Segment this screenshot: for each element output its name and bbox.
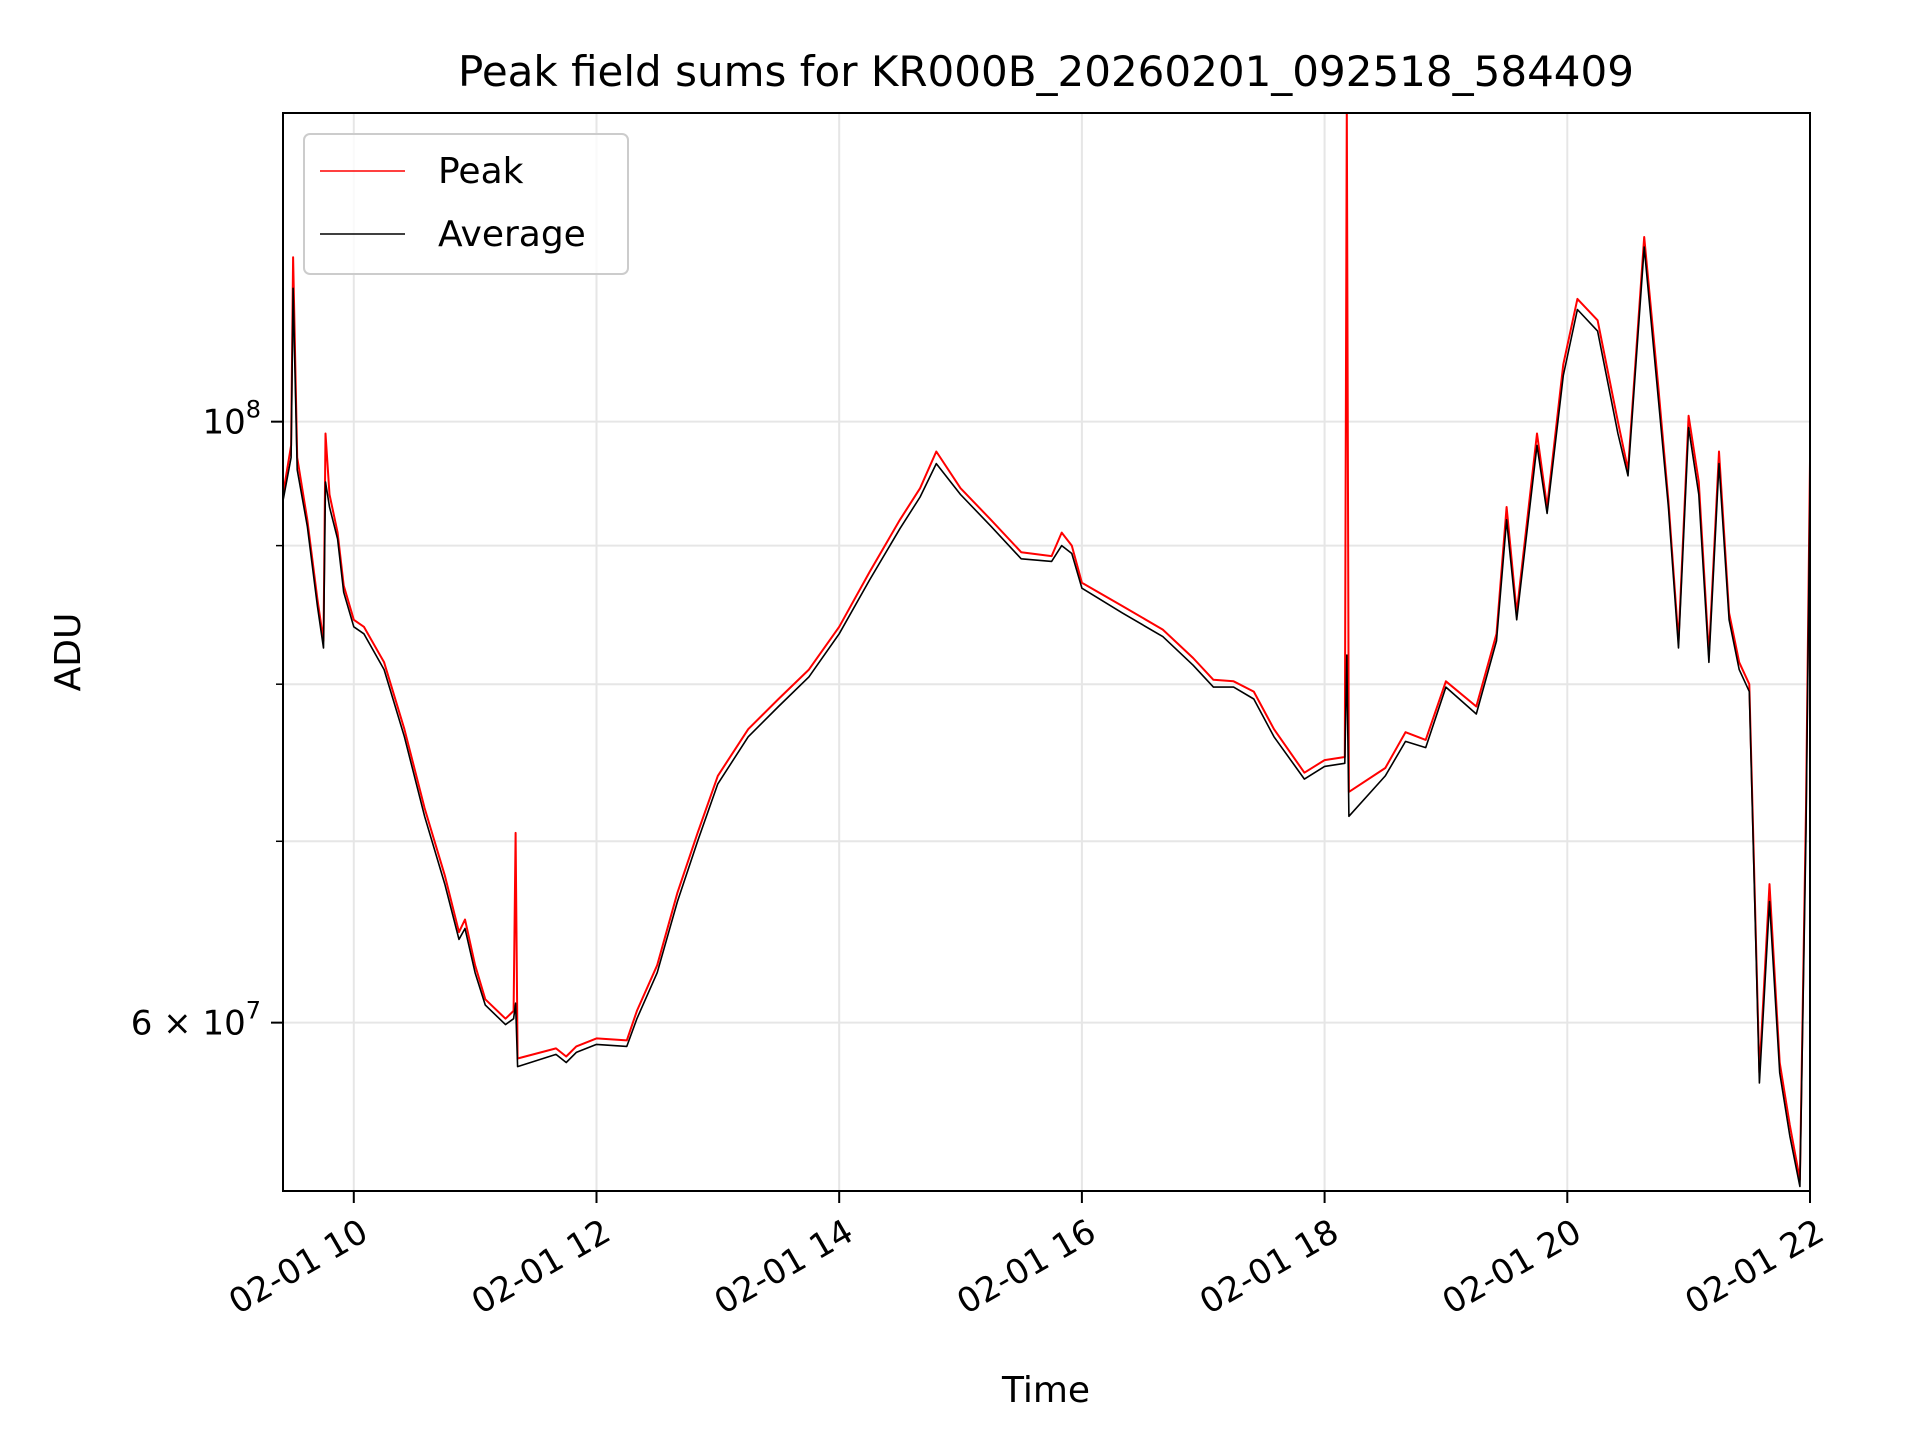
legend-label-peak: Peak <box>438 151 524 192</box>
y-tick-label: 6 × 107 <box>131 997 261 1044</box>
series-line-average <box>283 246 1810 1188</box>
legend: Peak Average <box>303 133 629 275</box>
x-axis-title: Time <box>1001 1370 1090 1411</box>
plot-series <box>283 113 1810 1188</box>
y-axis-title: ADU <box>48 613 89 692</box>
grid-lines <box>283 113 1811 1191</box>
y-tick-label: 108 <box>202 396 261 443</box>
chart-title: Peak field sums for KR000B_20260201_0925… <box>458 47 1634 96</box>
plot-frame <box>282 112 1811 1192</box>
legend-box <box>303 133 629 275</box>
legend-label-average: Average <box>438 214 586 255</box>
